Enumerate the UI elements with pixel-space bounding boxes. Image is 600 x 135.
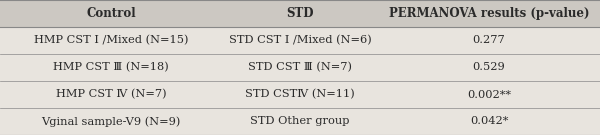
Text: PERMANOVA results (p-value): PERMANOVA results (p-value) [389, 7, 589, 20]
Text: HMP CST Ⅲ (N=18): HMP CST Ⅲ (N=18) [53, 62, 169, 73]
Text: Control: Control [86, 7, 136, 20]
Text: STD CST I /Mixed (N=6): STD CST I /Mixed (N=6) [229, 35, 371, 46]
Text: STD CST Ⅲ (N=7): STD CST Ⅲ (N=7) [248, 62, 352, 73]
Text: 0.002**: 0.002** [467, 90, 511, 99]
Text: 0.277: 0.277 [473, 36, 505, 45]
Text: HMP CST I /Mixed (N=15): HMP CST I /Mixed (N=15) [34, 35, 188, 46]
Text: 0.042*: 0.042* [470, 117, 508, 126]
Text: HMP CST Ⅳ (N=7): HMP CST Ⅳ (N=7) [56, 89, 166, 100]
Text: STD Other group: STD Other group [250, 117, 350, 126]
Text: STD CSTⅣ (N=11): STD CSTⅣ (N=11) [245, 89, 355, 100]
Text: 0.529: 0.529 [473, 63, 505, 72]
Text: Vginal sample-V9 (N=9): Vginal sample-V9 (N=9) [41, 116, 181, 127]
Text: STD: STD [286, 7, 314, 20]
Bar [0, 0, 600, 27]
